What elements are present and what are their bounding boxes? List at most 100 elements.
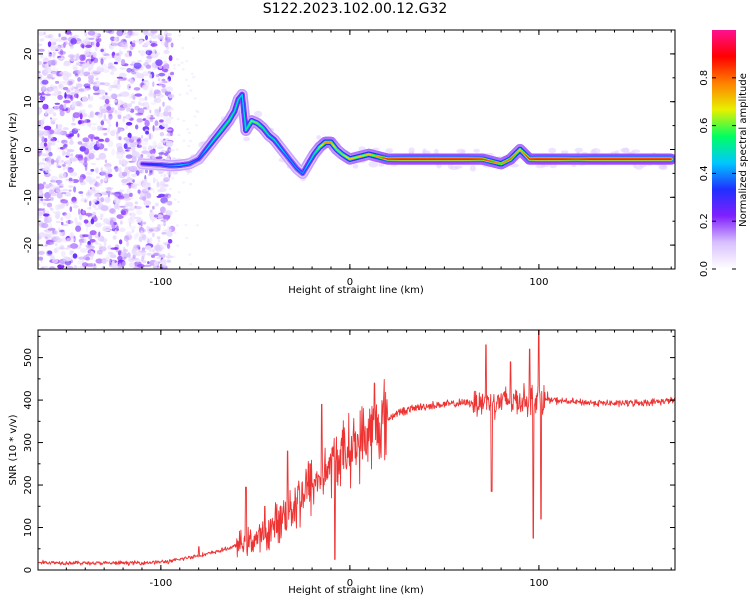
noise-speck [103,218,110,224]
noise-speck [185,59,189,63]
noise-speck [45,107,54,115]
noise-speck [71,196,77,203]
noise-speck [43,213,50,217]
noise-speck [123,249,128,253]
x-tick-label: 0 [347,277,353,288]
noise-speck [130,142,134,147]
noise-speck [136,244,141,249]
noise-speck [47,250,53,255]
noise-speck [44,229,52,233]
noise-speck [87,233,91,240]
noise-speck [100,236,105,242]
noise-speck [166,38,171,43]
noise-speck [88,94,90,100]
noise-speck [92,211,96,216]
noise-speck [181,46,185,50]
noise-speck [145,205,150,208]
noise-speck [95,258,104,264]
snr-plot-area [38,330,675,570]
noise-speck [48,189,55,195]
noise-speck [166,79,170,82]
noise-speck [148,92,157,98]
noise-speck [166,128,173,131]
noise-speck [99,96,103,100]
noise-speck [157,79,161,82]
ridge-halo [639,163,647,168]
noise-speck [103,148,108,151]
noise-speck [86,207,91,210]
noise-speck [71,122,76,126]
noise-speck [100,48,104,53]
x-tick-label: -100 [150,277,173,288]
y-tick-label: 0 [23,567,34,573]
noise-speck [173,198,177,201]
noise-speck [40,201,48,204]
noise-speck [156,195,162,198]
noise-speck [163,177,170,182]
noise-speck [113,37,117,41]
noise-speck [139,170,144,174]
noise-speck [72,112,80,119]
noise-speck [142,228,146,233]
ridge-halo [560,150,569,154]
noise-speck [45,156,52,163]
noise-speck [122,171,128,177]
noise-speck [177,191,181,194]
noise-speck [83,181,87,185]
noise-speck [115,83,121,90]
noise-speck [171,177,175,180]
noise-speck [177,133,181,137]
colorbar-label: Normalized spectral amplitude [738,73,749,227]
noise-speck [150,30,158,34]
noise-speck [50,44,56,51]
noise-speck [103,113,107,120]
noise-speck [97,143,105,150]
noise-speck [81,40,87,46]
noise-speck [38,107,43,114]
noise-speck [66,237,75,242]
noise-speck [39,38,44,42]
noise-speck [164,201,168,205]
noise-speck [145,152,151,155]
noise-speck [63,172,66,179]
noise-speck [126,240,129,247]
noise-speck [42,146,48,149]
noise-speck [165,34,168,41]
noise-speck [182,119,186,123]
noise-speck [156,146,164,149]
ridge-halo [591,148,601,154]
noise-speck [181,68,185,71]
noise-speck [75,62,81,66]
ridge-halo [548,147,557,154]
noise-speck [92,51,97,58]
noise-speck [49,138,55,142]
noise-speck [140,220,143,227]
noise-speck [78,88,85,92]
noise-speck [119,67,127,70]
noise-speck [133,87,141,91]
noise-speck [138,250,146,253]
noise-speck [73,93,79,98]
x-tick-label: 100 [529,277,548,288]
noise-speck [61,36,67,41]
noise-speck [96,125,101,131]
noise-speck [44,137,48,143]
noise-speck [120,210,127,216]
noise-speck [115,56,121,62]
noise-speck [169,131,173,136]
noise-speck [116,109,122,116]
noise-speck [132,141,139,146]
noise-speck [160,215,164,218]
noise-speck [121,77,127,80]
noise-speck [110,40,113,46]
noise-speck [147,238,150,245]
noise-speck [118,136,122,141]
noise-speck [128,166,136,172]
noise-speck [64,192,72,197]
noise-speck [142,80,145,83]
noise-speck [100,191,107,194]
noise-speck [138,101,142,106]
noise-speck [62,164,66,167]
noise-speck [166,259,171,263]
